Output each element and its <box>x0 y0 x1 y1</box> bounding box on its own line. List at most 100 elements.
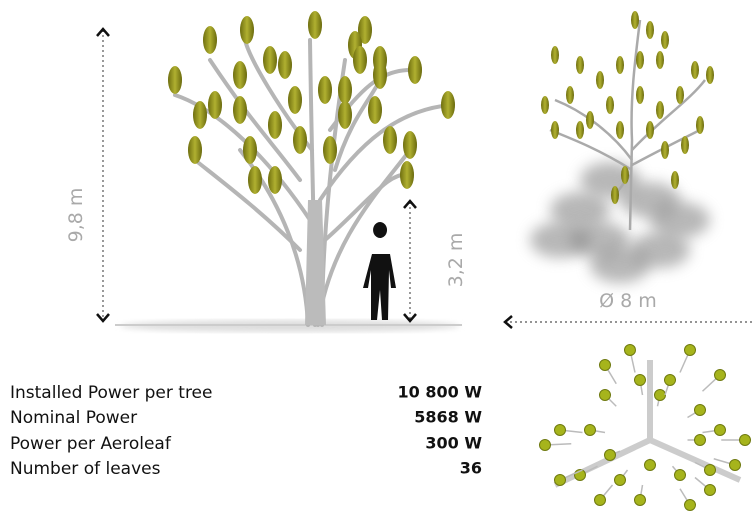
aeroleaf <box>576 121 584 139</box>
tree-shadow <box>530 222 590 258</box>
aeroleaf <box>168 66 182 94</box>
aeroleaf <box>566 86 574 104</box>
aeroleaf <box>621 166 629 184</box>
aeroleaf <box>268 166 282 194</box>
aeroleaf <box>240 16 254 44</box>
aeroleaf <box>551 121 559 139</box>
top-view-branch <box>650 440 740 480</box>
aeroleaf <box>318 76 332 104</box>
tree-branch <box>630 140 632 230</box>
aeroleaf <box>616 121 624 139</box>
spec-table: Installed Power per tree 10 800 W Nomina… <box>10 383 482 480</box>
spec-value: 36 <box>460 459 482 478</box>
aeroleaf-top <box>705 465 716 476</box>
aeroleaf-top <box>675 470 686 481</box>
aeroleaf-top <box>600 390 611 401</box>
aeroleaf <box>676 86 684 104</box>
height-label: 9,8 m <box>65 188 87 243</box>
spec-label: Nominal Power <box>10 408 137 428</box>
top-view-branch <box>555 440 650 485</box>
spec-label: Installed Power per tree <box>10 383 212 403</box>
aeroleaf <box>383 126 397 154</box>
aeroleaf <box>338 101 352 129</box>
aeroleaf-top <box>600 360 611 371</box>
aeroleaf-top <box>555 475 566 486</box>
aeroleaf-top <box>655 390 666 401</box>
aeroleaf <box>646 21 654 39</box>
aeroleaf-top <box>645 460 656 471</box>
aeroleaf-top <box>715 370 726 381</box>
aeroleaf <box>203 26 217 54</box>
aeroleaf <box>400 161 414 189</box>
aeroleaf <box>308 11 322 39</box>
aeroleaf <box>323 136 337 164</box>
aeroleaf <box>636 51 644 69</box>
tree-shadow <box>650 202 710 238</box>
aeroleaf <box>671 171 679 189</box>
aeroleaf <box>293 126 307 154</box>
aeroleaf-top <box>665 375 676 386</box>
aeroleaf <box>441 91 455 119</box>
aeroleaf-top <box>625 345 636 356</box>
aeroleaf-top <box>695 435 706 446</box>
infographic: 9,8 m 3,2 m Ø 8 m Installed Power per tr… <box>0 0 755 522</box>
aeroleaf-top <box>635 495 646 506</box>
aeroleaf-top <box>695 405 706 416</box>
aeroleaf-top <box>685 345 696 356</box>
aeroleaf <box>193 101 207 129</box>
aeroleaf <box>288 86 302 114</box>
aeroleaf <box>696 116 704 134</box>
aeroleaf <box>661 31 669 49</box>
aeroleaf <box>681 136 689 154</box>
aeroleaf <box>233 61 247 89</box>
aeroleaf <box>268 111 282 139</box>
aeroleaf <box>353 46 367 74</box>
lower-height-label: 3,2 m <box>445 233 467 288</box>
aeroleaf <box>408 56 422 84</box>
aeroleaf-top <box>605 450 616 461</box>
aeroleaf <box>248 166 262 194</box>
arrow-head <box>404 201 416 208</box>
aeroleaf <box>338 76 352 104</box>
aeroleaf <box>541 96 549 114</box>
spec-value: 10 800 W <box>398 383 483 402</box>
aeroleaf-top <box>595 495 606 506</box>
tree-branch <box>632 20 640 140</box>
aeroleaf <box>278 51 292 79</box>
diameter-label: Ø 8 m <box>599 290 657 312</box>
aeroleaf <box>586 111 594 129</box>
tree-branch <box>195 160 300 250</box>
spec-label: Number of leaves <box>10 459 161 479</box>
aeroleaf-top <box>615 475 626 486</box>
aeroleaf <box>403 131 417 159</box>
aeroleaf-top <box>555 425 566 436</box>
aeroleaf <box>596 71 604 89</box>
aeroleaf-top <box>715 425 726 436</box>
tree-shadow <box>590 247 650 283</box>
spec-value: 5868 W <box>414 408 482 427</box>
aeroleaf-top <box>635 375 646 386</box>
aeroleaf-top <box>705 485 716 496</box>
aeroleaf <box>631 11 639 29</box>
aeroleaf-top <box>585 425 596 436</box>
aeroleaf <box>636 86 644 104</box>
aeroleaf <box>368 96 382 124</box>
aeroleaf <box>616 56 624 74</box>
aeroleaf-top <box>730 460 741 471</box>
aeroleaf <box>551 46 559 64</box>
spec-value: 300 W <box>425 434 482 453</box>
aeroleaf <box>691 61 699 79</box>
aeroleaf <box>646 121 654 139</box>
aeroleaf-top <box>685 500 696 511</box>
aeroleaf <box>188 136 202 164</box>
aeroleaf <box>243 136 257 164</box>
aeroleaf-top <box>740 435 751 446</box>
person-silhouette <box>363 222 396 320</box>
aeroleaf <box>656 51 664 69</box>
aeroleaf <box>656 101 664 119</box>
aeroleaf <box>233 96 247 124</box>
aeroleaf <box>576 56 584 74</box>
arrow-head <box>97 29 109 36</box>
aeroleaf <box>611 186 619 204</box>
aeroleaf <box>263 46 277 74</box>
